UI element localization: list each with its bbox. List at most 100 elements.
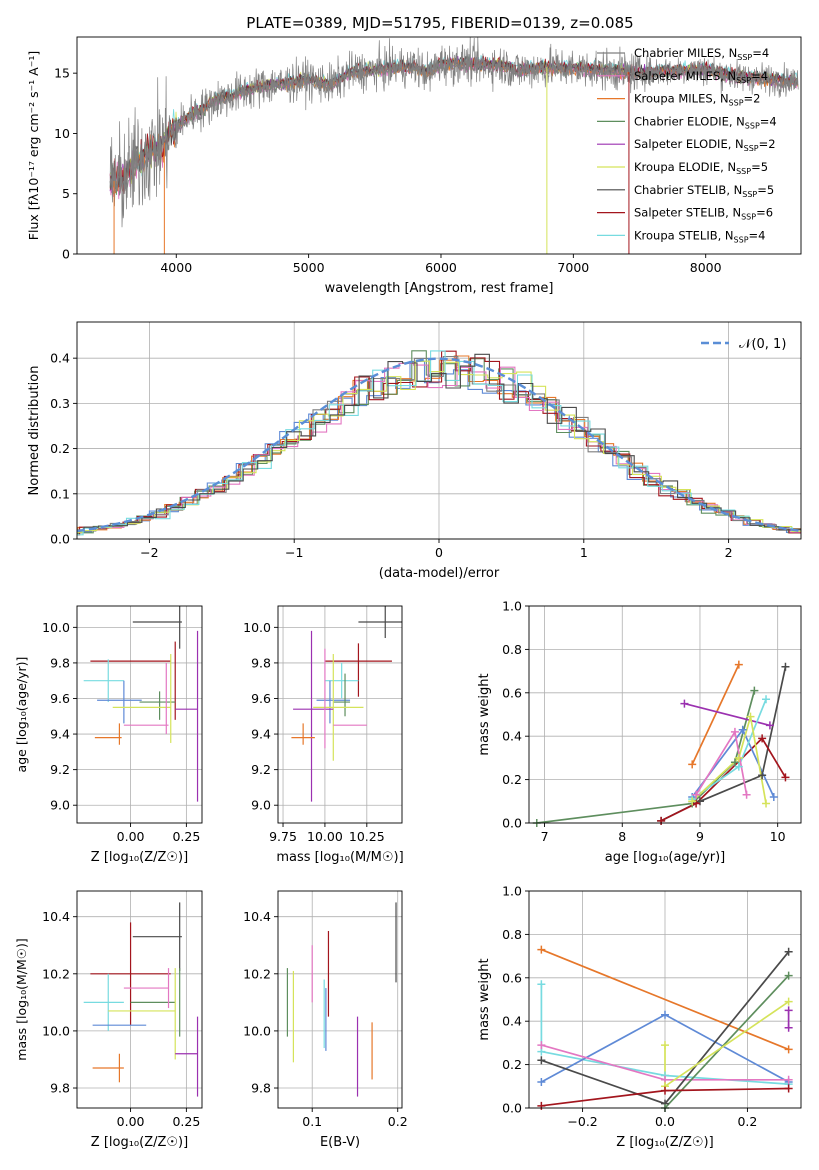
x-tick-label: 7000 — [557, 260, 589, 275]
weight-marker — [784, 1006, 793, 1015]
legend-label-text: Kroupa ELODIE, N — [634, 160, 736, 174]
y-tick-label: 0.8 — [502, 642, 522, 657]
x-tick-label: 2 — [725, 545, 733, 560]
weight-marker — [661, 1010, 669, 1019]
weight-marker — [688, 797, 697, 806]
y-axis-label: mass weight — [477, 673, 492, 755]
weight-marker — [784, 1075, 793, 1084]
y-tick-label: 0.2 — [502, 772, 522, 787]
figure-title: PLATE=0389, MJD=51795, FIBERID=0139, z=0… — [246, 14, 633, 32]
weight-marker — [661, 1041, 669, 1050]
legend-label: Kroupa ELODIE, NSSP=5 — [634, 160, 768, 176]
y-tick-label: 9.8 — [251, 1081, 271, 1096]
legend-label-subscript: SSP — [737, 53, 752, 62]
y-tick-label: 10.0 — [42, 620, 70, 635]
x-tick-label: 8000 — [690, 260, 722, 275]
legend-label-subscript: SSP — [745, 121, 760, 130]
y-tick-label: 9.6 — [251, 691, 271, 706]
y-tick-label: 0.4 — [50, 351, 70, 366]
legend-label: Chabrier MILES, NSSP=4 — [634, 46, 769, 62]
legend-label-count: =5 — [751, 160, 768, 174]
y-tick-label: 15 — [54, 66, 70, 81]
legend-label: Salpeter STELIB, NSSP=6 — [634, 206, 773, 222]
weight-marker — [692, 790, 701, 799]
legend-label: Salpeter MILES, NSSP=4 — [634, 69, 768, 85]
x-tick-label: 4000 — [160, 260, 192, 275]
y-tick-label: 10 — [54, 126, 70, 141]
weight-marker — [734, 753, 743, 762]
x-tick-label: 0.2 — [737, 1114, 757, 1129]
weight-marker — [784, 1045, 793, 1054]
x-tick-label: 0.00 — [117, 829, 145, 844]
axes-frame — [76, 605, 203, 824]
plot-area — [83, 606, 199, 802]
legend-label-count: =6 — [756, 206, 773, 220]
weight-marker — [784, 997, 793, 1006]
x-axis-label: (data-model)/error — [379, 566, 500, 581]
weight-marker — [750, 686, 759, 695]
y-tick-label: 9.0 — [251, 798, 271, 813]
plot-area — [291, 606, 402, 802]
axes-frame — [76, 890, 203, 1109]
weight-marker — [742, 790, 751, 799]
x-axis-label: wavelength [Angstrom, rest frame] — [325, 281, 554, 296]
x-tick-label: 9.75 — [269, 829, 297, 844]
weight-marker — [730, 758, 739, 767]
residuals-panel: −2 −1 0 1 2 0.0 0.1 0.2 0.3 0.4 (data-model)/error… — [27, 321, 802, 581]
legend-label-subscript: SSP — [744, 144, 759, 153]
axes-frame — [528, 605, 802, 824]
weight-marker — [762, 799, 771, 808]
legend-label: Salpeter ELODIE, NSSP=2 — [634, 137, 776, 153]
legend-label-text: Chabrier MILES, N — [634, 46, 737, 60]
x-tick-label: 0.2 — [388, 1114, 408, 1129]
weight-marker — [657, 816, 666, 825]
legend-label-subscript: SSP — [729, 99, 744, 108]
weight-marker — [769, 792, 778, 801]
x-axis-label: Z [log₁₀(Z/Z☉)] — [91, 1135, 188, 1150]
histogram-step — [77, 353, 801, 531]
weight-marker — [746, 712, 755, 721]
y-axis-label: age [log₁₀(age/yr)] — [14, 657, 29, 773]
weight-marker — [537, 1056, 546, 1065]
legend-label-text: Kroupa MILES, N — [634, 92, 729, 106]
weight-marker — [661, 1086, 669, 1095]
y-tick-label: 10.4 — [243, 909, 271, 924]
y-tick-label: 10.0 — [42, 1023, 70, 1038]
weight-marker — [781, 773, 790, 782]
y-axis-label: Normed distribution — [27, 366, 42, 496]
mass-vs-metallicity-panel: 0.00 0.25 9.8 10.0 10.2 10.4 Z [log₁₀(Z/Z☉)] ma… — [14, 890, 203, 1150]
x-tick-label: 0.0 — [655, 1114, 675, 1129]
y-tick-label: 0.3 — [50, 396, 70, 411]
x-axis-label: E(B-V) — [320, 1135, 360, 1150]
x-tick-label: −2 — [140, 545, 158, 560]
x-axis-label: Z [log₁₀(Z/Z☉)] — [616, 1135, 713, 1150]
weight-vs-age-panel: 7 8 9 10 0.0 0.2 0.4 0.6 0.8 1.0 age [log₁₀(age/yr… — [477, 599, 802, 865]
weight-marker — [762, 695, 771, 704]
x-tick-label: 10.25 — [349, 829, 385, 844]
x-axis-label: Z [log₁₀(Z/Z☉)] — [91, 850, 188, 865]
legend-label-count: =2 — [759, 137, 776, 151]
legend-label: Chabrier STELIB, NSSP=5 — [634, 183, 774, 199]
y-axis-label: Flux [fλ10⁻¹⁷ erg cm⁻² s⁻¹ A⁻¹] — [26, 51, 41, 240]
legend-label-count: =4 — [749, 228, 766, 242]
y-tick-label: 10.4 — [42, 909, 70, 924]
legend-label-count: =4 — [751, 69, 768, 83]
legend-label-text: Kroupa STELIB, N — [634, 228, 734, 242]
histogram-step — [77, 362, 801, 533]
y-tick-label: 0.6 — [502, 970, 522, 985]
y-tick-label: 0.6 — [502, 685, 522, 700]
y-tick-label: 9.2 — [50, 762, 70, 777]
weight-marker — [537, 980, 546, 989]
weight-marker — [537, 1041, 546, 1050]
weight-vs-metallicity-panel: −0.2 0.0 0.2 0.0 0.2 0.4 0.6 0.8 1.0 Z [log₁₀(Z/Z… — [477, 884, 802, 1150]
mass-vs-reddening-panel: 0.1 0.2 9.8 10.0 10.2 10.4 E(B-V) — [243, 890, 408, 1150]
legend-label-count: =4 — [752, 46, 769, 60]
x-tick-label: 10 — [770, 829, 786, 844]
x-tick-label: −0.2 — [567, 1114, 597, 1129]
y-tick-label: 9.0 — [50, 798, 70, 813]
y-tick-label: 1.0 — [502, 884, 522, 899]
age-vs-mass-panel: 9.75 10.00 10.25 9.0 9.2 9.4 9.6 9.8 10.0 mass [l… — [243, 605, 404, 865]
x-tick-label: 7 — [541, 829, 549, 844]
legend-label-text: Chabrier STELIB, N — [634, 183, 742, 197]
